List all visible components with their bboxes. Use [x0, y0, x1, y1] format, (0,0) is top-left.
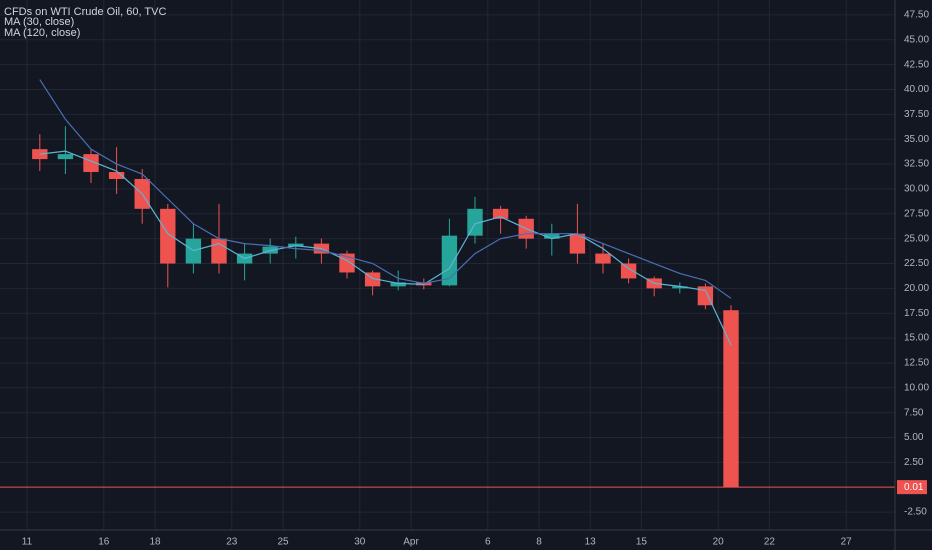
y-tick-label: 25.00 [904, 233, 929, 244]
x-tick-label: 16 [98, 537, 110, 548]
candle-body [83, 154, 99, 173]
candle-body [595, 253, 611, 264]
y-tick-label: 7.50 [904, 407, 924, 418]
x-tick-label: 18 [149, 537, 161, 548]
candle-body [672, 286, 688, 289]
x-tick-label: 6 [485, 537, 491, 548]
y-tick-label: 27.50 [904, 208, 929, 219]
x-tick-label: 15 [636, 537, 648, 548]
candle-body [390, 282, 406, 287]
y-tick-label: 40.00 [904, 84, 929, 95]
last-price-tag [897, 480, 927, 495]
chart-title: CFDs on WTI Crude Oil, 60, TVC [4, 6, 166, 18]
y-tick-label: 15.00 [904, 333, 929, 344]
candle-body [108, 172, 125, 179]
x-tick-label: 25 [277, 537, 289, 548]
y-tick-label: -2.50 [904, 507, 927, 518]
y-tick-label: 32.50 [904, 159, 929, 170]
candle-body [569, 233, 586, 254]
y-tick-label: 5.00 [904, 432, 924, 443]
candle-body [544, 233, 560, 239]
y-tick-label: 17.50 [904, 308, 929, 319]
last-price-label: 0.01 [904, 482, 924, 493]
y-tick-label: 37.50 [904, 109, 929, 120]
y-tick-label: 35.00 [904, 134, 929, 145]
x-tick-label: 8 [536, 537, 542, 548]
candle-body [492, 208, 509, 219]
x-tick-label: 27 [841, 537, 853, 548]
x-tick-label: 20 [713, 537, 725, 548]
candle-body [160, 208, 176, 264]
candle-body [697, 286, 714, 306]
moving-average-line [39, 150, 732, 346]
candle-body [441, 235, 458, 286]
y-tick-label: 12.50 [904, 358, 929, 369]
y-tick-label: 2.50 [904, 457, 924, 468]
y-tick-label: 45.00 [904, 34, 929, 45]
x-tick-label: Apr [403, 537, 419, 548]
y-tick-label: 10.00 [904, 382, 929, 393]
y-tick-label: 22.50 [904, 258, 929, 269]
legend-entry: MA (30, close) [4, 16, 74, 28]
candle-body [57, 154, 74, 160]
y-tick-label: 47.50 [904, 10, 929, 21]
y-tick-label: 20.00 [904, 283, 929, 294]
legend-entry: MA (120, close) [4, 27, 80, 39]
candle-body [211, 238, 227, 264]
x-tick-label: 22 [764, 537, 776, 548]
candle-body [723, 310, 739, 488]
candle-body [620, 263, 637, 279]
x-tick-label: 13 [585, 537, 597, 548]
x-tick-label: 23 [226, 537, 238, 548]
y-tick-label: 42.50 [904, 59, 929, 70]
x-tick-label: 30 [354, 537, 366, 548]
x-tick-label: 11 [22, 537, 33, 548]
y-tick-label: 30.00 [904, 184, 929, 195]
moving-average-line [39, 79, 732, 299]
candle-body [467, 208, 483, 236]
